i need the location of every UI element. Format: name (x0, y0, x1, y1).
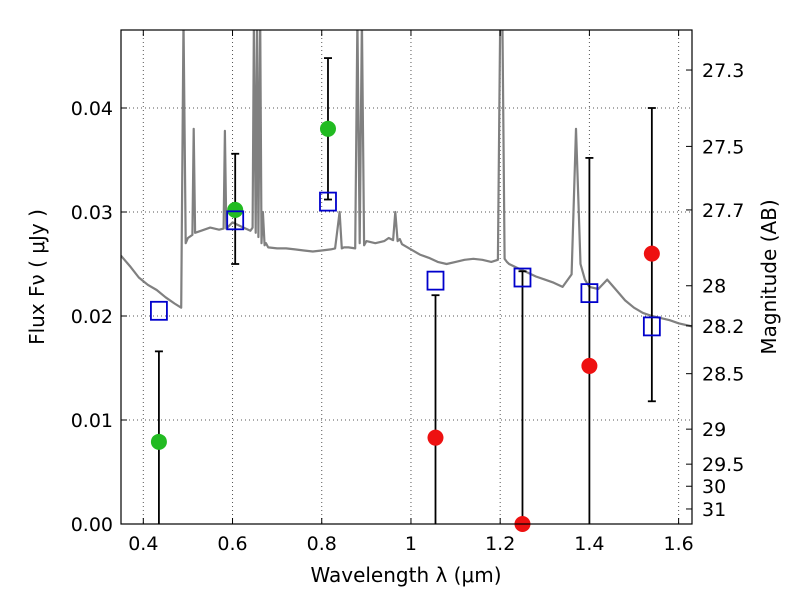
error-bars (154, 57, 656, 524)
model-photometry-boxes (150, 191, 661, 337)
flux-point (150, 433, 167, 450)
y-axis-ticks: 0.00 0.01 0.02 0.03 0.04 (71, 98, 127, 536)
mag-tick-label: 30 (702, 476, 726, 498)
model-photometry-box (319, 191, 337, 212)
y-tick-label: 0.03 (71, 202, 113, 224)
mag-tick-label: 31 (702, 499, 726, 521)
y-axis-label: Flux Fν ( μJy ) (25, 209, 49, 345)
flux-point (643, 245, 660, 262)
mag-tick-label: 28.2 (702, 316, 744, 338)
magnitude-axis-label: Magnitude (AB) (757, 199, 781, 354)
x-tick-label: 1.2 (485, 533, 515, 555)
model-photometry-box (642, 316, 661, 337)
model-photometry-box (426, 270, 445, 291)
flux-point (427, 429, 444, 446)
flux-point (581, 357, 598, 374)
data-points (150, 120, 660, 532)
model-photometry-box (226, 210, 245, 231)
x-axis-label: Wavelength λ (μm) (310, 563, 501, 587)
x-tick-label: 1.4 (574, 533, 604, 555)
model-spectrum-line (121, 30, 692, 328)
y-tick-label: 0.02 (71, 306, 113, 328)
x-tick-label: 1 (405, 533, 417, 555)
mag-tick-label: 27.7 (702, 200, 744, 222)
model-photometry-box (150, 300, 168, 321)
y-tick-label: 0.04 (71, 98, 113, 120)
model-photometry-box (580, 283, 599, 304)
x-axis-ticks: 0.4 0.6 0.8 1 1.2 1.4 1.6 (128, 30, 694, 555)
x-tick-label: 0.4 (128, 533, 158, 555)
x-tick-label: 1.6 (664, 533, 694, 555)
flux-point (227, 201, 244, 218)
model-photometry-box (513, 267, 532, 288)
mag-tick-label: 29 (702, 419, 726, 441)
x-tick-label: 0.6 (217, 533, 247, 555)
y-tick-label: 0.01 (71, 410, 113, 432)
y-tick-label: 0.00 (71, 514, 113, 536)
plot-frame (120, 29, 693, 525)
plot-background (121, 30, 692, 524)
mag-tick-label: 28 (702, 276, 726, 298)
model-spectrum (121, 30, 692, 328)
mag-tick-label: 27.5 (702, 136, 744, 158)
flux-point (319, 120, 336, 137)
mag-tick-label: 29.5 (702, 454, 744, 476)
mag-tick-label: 27.3 (702, 60, 744, 82)
mag-tick-label: 28.5 (702, 364, 744, 386)
x-tick-label: 0.8 (307, 533, 337, 555)
